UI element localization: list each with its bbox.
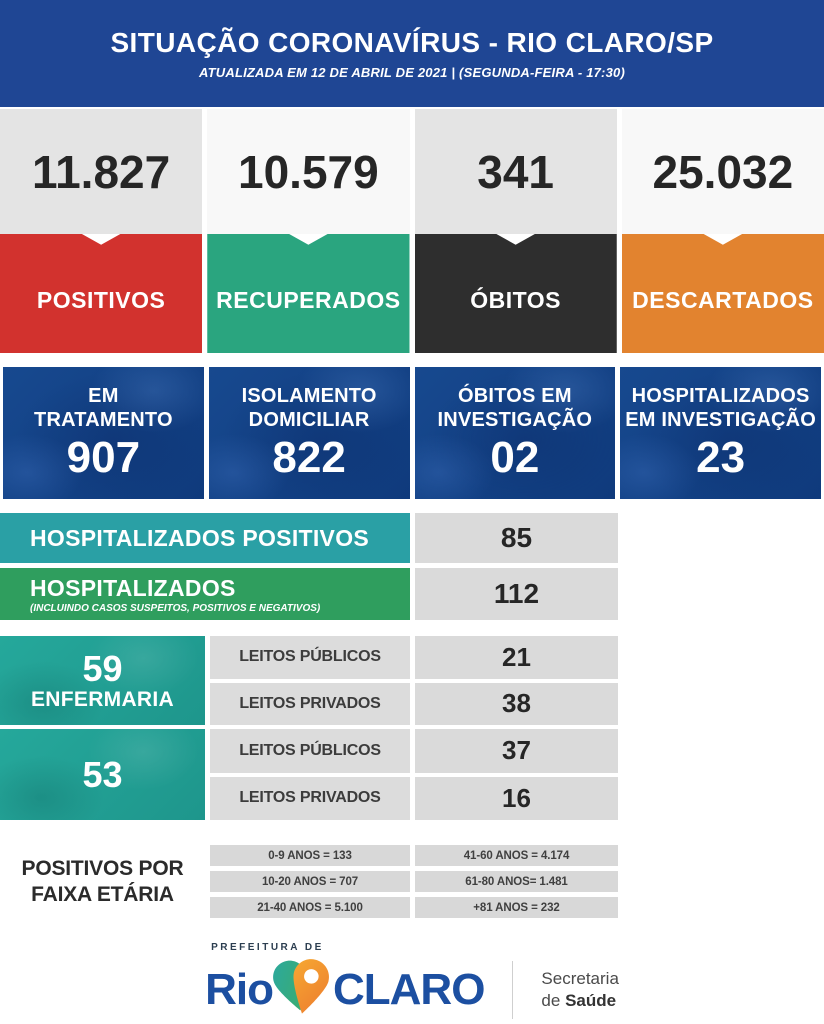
investigation-row: EM TRATAMENTO 907 ISOLAMENTO DOMICILIAR … — [0, 367, 824, 499]
page-title: SITUAÇÃO CORONAVÍRUS - RIO CLARO/SP — [110, 27, 714, 58]
beds-row-label: LEITOS PRIVADOS — [210, 776, 410, 820]
beds-row-label: LEITOS PRIVADOS — [210, 682, 410, 725]
beds-total-value: 53 — [82, 753, 123, 795]
age-row: 0-9 ANOS = 133 — [210, 845, 410, 866]
card-value: 02 — [490, 432, 540, 482]
stat-label-obitos: ÓBITOS — [414, 234, 617, 353]
beds-row: LEITOS PÚBLICOS 37 — [210, 729, 824, 773]
stat-recuperados: 10.579 RECUPERADOS — [207, 109, 410, 353]
age-row: +81 ANOS = 232 — [415, 897, 618, 918]
beds-row-value: 16 — [415, 776, 618, 820]
logo-row: Rio CLA — [205, 955, 485, 1024]
header: SITUAÇÃO CORONAVÍRUS - RIO CLARO/SP ATUA… — [0, 0, 824, 107]
stat-label-descartados: DESCARTADOS — [621, 234, 824, 353]
card-isolamento-domiciliar: ISOLAMENTO DOMICILIAR 822 — [208, 367, 410, 499]
bar-title: HOSPITALIZADOS POSITIVOS — [30, 524, 370, 551]
beds-total-box: 59 ENFERMARIA — [0, 636, 205, 725]
beds-row: LEITOS PÚBLICOS 21 — [210, 636, 824, 679]
bar-value: 85 — [415, 513, 618, 563]
card-obitos-investigacao: ÓBITOS EM INVESTIGAÇÃO 02 — [414, 367, 616, 499]
card-value: 23 — [696, 432, 746, 482]
logo-text-rio: Rio — [205, 965, 274, 1014]
beds-row-label: LEITOS PÚBLICOS — [210, 729, 410, 773]
card-label: ÓBITOS EM INVESTIGAÇÃO — [437, 384, 593, 431]
beds-total-box: 53 — [0, 729, 205, 820]
card-label: HOSPITALIZADOS EM INVESTIGAÇÃO — [625, 384, 817, 431]
stat-obitos: 341 ÓBITOS — [414, 109, 617, 353]
bar-value: 112 — [415, 568, 618, 620]
dept-line1: Secretaria — [541, 968, 619, 988]
bar-label: HOSPITALIZADOS (INCLUINDO CASOS SUSPEITO… — [0, 568, 410, 620]
hospitalized-section: HOSPITALIZADOS POSITIVOS 85 HOSPITALIZAD… — [0, 513, 824, 620]
beds-rows: LEITOS PÚBLICOS 21 LEITOS PRIVADOS 38 — [210, 636, 824, 725]
beds-group-enfermaria: 59 ENFERMARIA LEITOS PÚBLICOS 21 LEITOS … — [0, 636, 824, 725]
prefeitura-logo: PREFEITURA DE Rio — [205, 942, 485, 1024]
beds-total-value: 59 — [82, 647, 123, 689]
stat-value-descartados: 25.032 — [621, 109, 824, 234]
stat-positivos: 11.827 POSITIVOS — [0, 109, 203, 353]
age-column-2: 41-60 ANOS = 4.174 61-80 ANOS= 1.481 +81… — [415, 845, 618, 918]
logo-pretitle: PREFEITURA DE — [211, 942, 324, 953]
beds-row-value: 37 — [415, 729, 618, 773]
bar-label: HOSPITALIZADOS POSITIVOS — [0, 513, 410, 563]
header-subtitle: ATUALIZADA EM 12 DE ABRIL DE 2021 | (SEG… — [199, 65, 625, 80]
logo-text-claro: CLARO — [332, 965, 485, 1014]
beds-total-label: ENFERMARIA — [31, 688, 174, 712]
hospitalized-positivos-row: HOSPITALIZADOS POSITIVOS 85 — [0, 513, 824, 563]
beds-row-value: 38 — [415, 682, 618, 725]
card-label: EM TRATAMENTO — [34, 384, 173, 431]
card-hospitalizados-investigacao: HOSPITALIZADOS EM INVESTIGAÇÃO 23 — [620, 367, 821, 499]
dept-line2: de Saúde — [541, 991, 617, 1010]
footer: PREFEITURA DE Rio — [0, 942, 824, 1024]
stat-value-positivos: 11.827 — [0, 109, 203, 234]
stat-label-recuperados: RECUPERADOS — [207, 234, 410, 353]
bar-title: HOSPITALIZADOS — [30, 574, 236, 601]
bar-subtitle: (INCLUINDO CASOS SUSPEITOS, POSITIVOS E … — [30, 602, 321, 614]
age-section-title: POSITIVOS POR FAIXA ETÁRIA — [21, 857, 184, 906]
secretaria-saude-label: Secretaria de Saúde — [541, 968, 618, 1012]
stat-value-obitos: 341 — [414, 109, 617, 234]
stat-value-recuperados: 10.579 — [207, 109, 410, 234]
map-pin-heart-icon — [273, 959, 329, 1014]
age-row: 61-80 ANOS= 1.481 — [415, 871, 618, 892]
totals-row: 11.827 POSITIVOS 10.579 RECUPERADOS 341 … — [0, 109, 824, 353]
age-column-1: 0-9 ANOS = 133 10-20 ANOS = 707 21-40 AN… — [210, 845, 410, 918]
beds-section: 59 ENFERMARIA LEITOS PÚBLICOS 21 LEITOS … — [0, 636, 824, 820]
stat-descartados: 25.032 DESCARTADOS — [621, 109, 824, 353]
age-row: 10-20 ANOS = 707 — [210, 871, 410, 892]
card-value: 907 — [66, 432, 141, 482]
hospitalized-total-row: HOSPITALIZADOS (INCLUINDO CASOS SUSPEITO… — [0, 568, 824, 620]
beds-row-value: 21 — [415, 636, 618, 679]
age-row: 21-40 ANOS = 5.100 — [210, 897, 410, 918]
card-label: ISOLAMENTO DOMICILIAR — [241, 384, 377, 431]
age-row: 41-60 ANOS = 4.174 — [415, 845, 618, 866]
card-em-tratamento: EM TRATAMENTO 907 — [3, 367, 204, 499]
footer-divider — [512, 961, 514, 1019]
age-distribution-section: POSITIVOS POR FAIXA ETÁRIA 0-9 ANOS = 13… — [0, 845, 824, 918]
stat-label-positivos: POSITIVOS — [0, 234, 203, 353]
beds-row-label: LEITOS PÚBLICOS — [210, 636, 410, 679]
card-value: 822 — [272, 432, 346, 482]
beds-row: LEITOS PRIVADOS 16 — [210, 776, 824, 820]
beds-group-2: 53 LEITOS PÚBLICOS 37 LEITOS PRIVADOS 16 — [0, 729, 824, 820]
beds-row: LEITOS PRIVADOS 38 — [210, 682, 824, 725]
beds-rows: LEITOS PÚBLICOS 37 LEITOS PRIVADOS 16 — [210, 729, 824, 820]
